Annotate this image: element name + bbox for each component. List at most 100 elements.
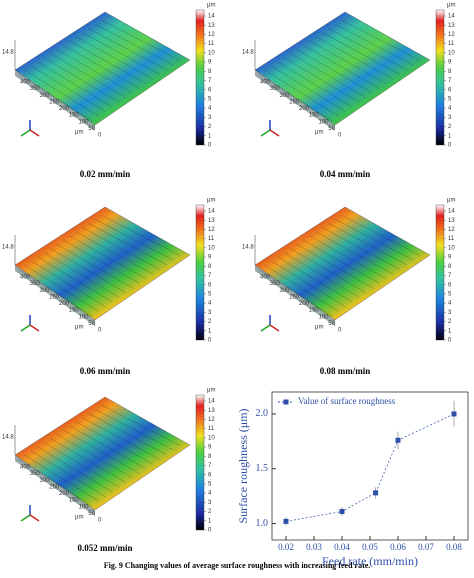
- surface-side: [15, 70, 95, 131]
- surface-ridge: [101, 404, 181, 446]
- colorbar-tick-label: 11: [208, 236, 215, 242]
- surface-axis-label: 0: [98, 133, 102, 139]
- data-point: [373, 490, 379, 496]
- colorbar-tick-label: 2: [448, 124, 452, 130]
- x-axis-label: Feed rate (mm/min): [322, 554, 418, 568]
- colorbar: [435, 9, 445, 146]
- colorbar-tick-label: 12: [448, 32, 455, 38]
- colorbar-tick-label: 4: [448, 301, 452, 307]
- colorbar-tick-label: 0: [208, 528, 212, 534]
- colorbar-tick-label: 8: [208, 69, 212, 75]
- surface-ridge: [56, 48, 133, 94]
- surface-axis-label: 250: [289, 294, 300, 300]
- surface-ridge: [315, 231, 394, 275]
- surface-side: [255, 265, 335, 326]
- colorbar-tick-label: 2: [448, 319, 452, 325]
- surface-ridge: [328, 223, 407, 266]
- surface-ridge: [75, 421, 154, 465]
- surface-ridge: [69, 235, 147, 280]
- surface-ridge: [283, 252, 360, 298]
- surface-axis-label: 50: [328, 126, 335, 132]
- legend-marker: [283, 399, 289, 405]
- surface-ridge: [322, 227, 400, 270]
- surface-ridge: [296, 243, 373, 289]
- surface-axis-label: 200: [299, 106, 310, 112]
- colorbar-tick-label: 8: [208, 454, 212, 460]
- surface-ridge: [62, 429, 140, 474]
- surface-axis-label: 300: [40, 93, 51, 99]
- triad-y: [260, 324, 271, 332]
- colorbar-tick-label: 9: [208, 255, 212, 261]
- colorbar-tick-label: 6: [448, 282, 452, 288]
- colorbar-tick-label: 9: [208, 60, 212, 66]
- surface-ridge: [289, 248, 367, 294]
- x-tick-label: 0.04: [334, 542, 350, 552]
- surface-ridge: [270, 260, 346, 307]
- plot-frame: [271, 391, 469, 541]
- y-tick-label: 2.0: [256, 408, 269, 419]
- colorbar-unit: μm: [207, 3, 215, 9]
- surface-ridge: [257, 268, 333, 317]
- surface-ridge: [315, 36, 394, 80]
- colorbar-tick-label: 12: [208, 32, 215, 38]
- colorbar-tick-label: 1: [448, 133, 452, 139]
- colorbar-tick-label: 5: [208, 482, 212, 488]
- surface-ridge: [277, 61, 353, 108]
- colorbar-tick-label: 4: [208, 106, 212, 112]
- x-tick-label: 0.02: [278, 542, 294, 552]
- surface-axis-label: 350: [30, 471, 41, 477]
- surface-axis-label: 200: [59, 301, 70, 307]
- surface-ridge: [82, 227, 160, 270]
- panel-label: 0.08 mm/min: [320, 366, 371, 376]
- colorbar-tick-label: 7: [208, 463, 212, 469]
- surface-axis-label: 100: [79, 504, 90, 510]
- surface-ridge: [24, 454, 99, 502]
- surface-axis-label: 400: [260, 275, 271, 281]
- surface-ridge: [335, 219, 414, 261]
- colorbar-tick-label: 10: [448, 50, 455, 56]
- surface-axis-label: 200: [59, 491, 70, 497]
- surface-ridge: [43, 57, 120, 103]
- colorbar-tick-label: 6: [208, 87, 212, 93]
- colorbar-tick-label: 14: [208, 14, 215, 20]
- surface-ridge: [62, 44, 140, 89]
- surface-axis-label: 50: [328, 321, 335, 327]
- colorbar-tick-label: 7: [448, 78, 452, 84]
- colorbar-tick-label: 10: [208, 245, 215, 251]
- surface-axis-label: 200: [299, 301, 310, 307]
- surface-axis-label: 150: [69, 498, 80, 504]
- surface-ridge: [302, 44, 380, 89]
- surface-ridge: [75, 36, 154, 80]
- caption: Fig. 9 Changing values of average surfac…: [104, 561, 371, 570]
- colorbar-tick-label: 13: [208, 23, 215, 29]
- surface: [14, 206, 191, 321]
- surface-ridge: [17, 268, 93, 317]
- surface-axis-label: 350: [270, 281, 281, 287]
- surface-ridge: [264, 69, 339, 117]
- surface-axis-label: 150: [309, 113, 320, 119]
- colorbar-unit: μm: [447, 3, 455, 9]
- surface-axis-label: 0: [98, 328, 102, 334]
- colorbar-tick-label: 1: [208, 133, 212, 139]
- x-tick-label: 0.03: [306, 542, 322, 552]
- colorbar-tick-label: 2: [208, 124, 212, 130]
- panel-label: 0.06 mm/min: [80, 366, 131, 376]
- triad-x: [269, 129, 280, 137]
- surface-axis-label: 150: [309, 308, 320, 314]
- colorbar-tick-label: 4: [448, 106, 452, 112]
- y-axis-label: Surface roughness (μm): [236, 408, 250, 523]
- colorbar-tick-label: 5: [208, 97, 212, 103]
- surface-ridge: [75, 231, 154, 275]
- surface-ridge: [37, 256, 113, 303]
- colorbar-tick-label: 3: [208, 310, 212, 316]
- colorbar-tick-label: 14: [448, 14, 455, 20]
- surface-ridge: [341, 214, 421, 256]
- colorbar-tick-label: 13: [208, 218, 215, 224]
- surface-axis-label: 0: [98, 518, 102, 524]
- surface-ridge: [264, 264, 339, 312]
- surface-ridge: [49, 53, 127, 99]
- surface-axis-unit: μm: [75, 325, 83, 331]
- surface-ridge: [289, 53, 367, 99]
- surface-ridge: [30, 65, 106, 112]
